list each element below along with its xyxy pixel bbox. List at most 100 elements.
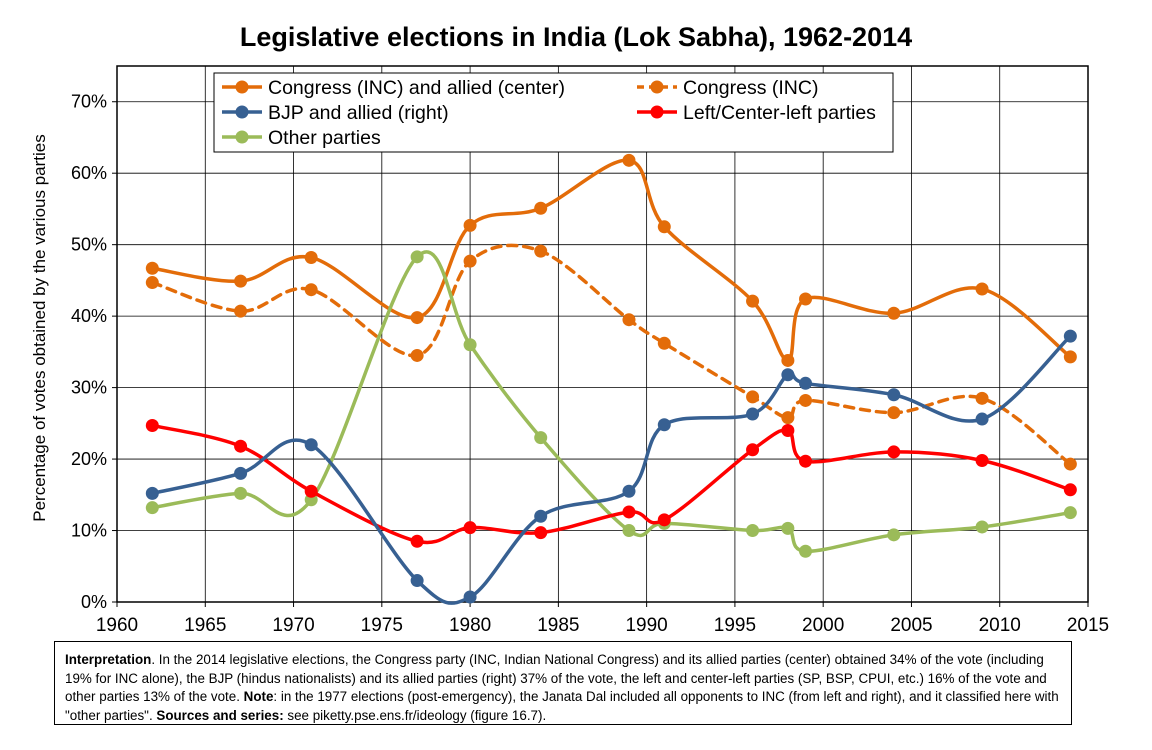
y-tick-label: 60% xyxy=(71,163,107,183)
series-line xyxy=(150,243,1073,466)
data-point xyxy=(657,418,671,432)
data-point xyxy=(1063,329,1077,343)
legend-item: BJP and allied (right) xyxy=(222,102,449,124)
x-tick-label: 1995 xyxy=(714,615,756,636)
legend-item: Congress (INC) xyxy=(637,77,818,99)
data-point xyxy=(145,276,159,290)
interpretation-label: Interpretation xyxy=(65,652,152,667)
data-point xyxy=(887,406,901,420)
legend-label: BJP and allied (right) xyxy=(268,102,449,124)
data-point xyxy=(234,439,248,453)
data-point xyxy=(145,418,159,432)
data-point xyxy=(234,304,248,318)
data-point xyxy=(781,368,795,382)
legend-swatch-marker xyxy=(235,130,249,144)
data-point xyxy=(657,220,671,234)
x-tick-label: 1965 xyxy=(184,615,226,636)
legend-item: Left/Center-left parties xyxy=(637,102,876,124)
data-point xyxy=(622,313,636,327)
data-point xyxy=(622,153,636,167)
data-point xyxy=(463,254,477,268)
data-point xyxy=(746,407,760,421)
data-point xyxy=(410,250,424,264)
data-point xyxy=(781,521,795,535)
y-tick-label: 30% xyxy=(71,378,107,398)
note-text: : in the 1977 elections (post-emergency)… xyxy=(65,689,1059,723)
data-point xyxy=(975,453,989,467)
data-point xyxy=(463,338,477,352)
series-line xyxy=(150,423,1073,545)
data-point xyxy=(1063,506,1077,520)
sources-label: Sources and series: xyxy=(156,707,284,723)
data-point xyxy=(1063,350,1077,364)
y-tick-label: 40% xyxy=(71,306,107,326)
note-label: Note xyxy=(243,689,274,704)
data-point xyxy=(657,513,671,527)
data-point xyxy=(622,524,636,538)
interpretation-note: Interpretation. In the 2014 legislative … xyxy=(54,641,1072,725)
data-point xyxy=(622,505,636,519)
data-point xyxy=(657,336,671,350)
data-point xyxy=(304,438,318,452)
data-point xyxy=(622,484,636,498)
data-point xyxy=(887,306,901,320)
data-point xyxy=(145,261,159,275)
data-point xyxy=(410,311,424,325)
data-point xyxy=(746,390,760,404)
data-point xyxy=(145,501,159,515)
data-point xyxy=(781,423,795,437)
data-point xyxy=(1063,483,1077,497)
x-tick-label: 2015 xyxy=(1067,615,1109,636)
data-point xyxy=(887,528,901,542)
x-tick-label: 2000 xyxy=(802,615,844,636)
legend-label: Other parties xyxy=(268,127,381,149)
data-point xyxy=(887,445,901,459)
y-tick-label: 70% xyxy=(71,92,107,112)
legend-label: Congress (INC) xyxy=(683,77,818,99)
data-point xyxy=(975,282,989,296)
data-point xyxy=(410,574,424,588)
data-point xyxy=(463,218,477,232)
data-point xyxy=(1063,457,1077,471)
x-tick-label: 1960 xyxy=(96,615,138,636)
x-tick-label: 1985 xyxy=(537,615,579,636)
data-point xyxy=(746,294,760,308)
data-point xyxy=(799,544,813,558)
series-3 xyxy=(145,418,1077,548)
data-point xyxy=(410,534,424,548)
data-point xyxy=(534,526,548,540)
data-point xyxy=(799,393,813,407)
x-tick-label: 2005 xyxy=(890,615,932,636)
legend-label: Congress (INC) and allied (center) xyxy=(268,77,565,99)
series-0 xyxy=(145,153,1077,367)
legend-swatch-marker xyxy=(650,105,664,119)
legend-box xyxy=(213,72,894,153)
data-point xyxy=(887,388,901,402)
x-tick-label: 1975 xyxy=(361,615,403,636)
data-point xyxy=(746,443,760,457)
x-tick-label: 2010 xyxy=(979,615,1021,636)
data-point xyxy=(799,376,813,390)
data-point xyxy=(975,391,989,405)
data-point xyxy=(145,486,159,500)
legend: Congress (INC) and allied (center) Congre… xyxy=(213,72,894,153)
series-line xyxy=(150,334,1073,605)
data-point xyxy=(234,466,248,480)
series-lines xyxy=(145,153,1077,605)
data-point xyxy=(234,486,248,500)
series-line xyxy=(150,158,1073,363)
data-point xyxy=(534,509,548,523)
data-point xyxy=(799,454,813,468)
legend-swatch-marker xyxy=(650,80,664,94)
x-tick-label: 1990 xyxy=(625,615,667,636)
y-tick-label: 20% xyxy=(71,449,107,469)
legend-label: Left/Center-left parties xyxy=(683,102,876,124)
series-line xyxy=(150,250,1073,554)
y-tick-label: 10% xyxy=(71,521,107,541)
chart-title: Legislative elections in India (Lok Sabh… xyxy=(239,22,913,52)
data-point xyxy=(304,251,318,265)
data-point xyxy=(975,520,989,534)
data-point xyxy=(463,521,477,535)
data-point xyxy=(463,590,477,604)
legend-item: Congress (INC) and allied (center) xyxy=(222,77,565,99)
